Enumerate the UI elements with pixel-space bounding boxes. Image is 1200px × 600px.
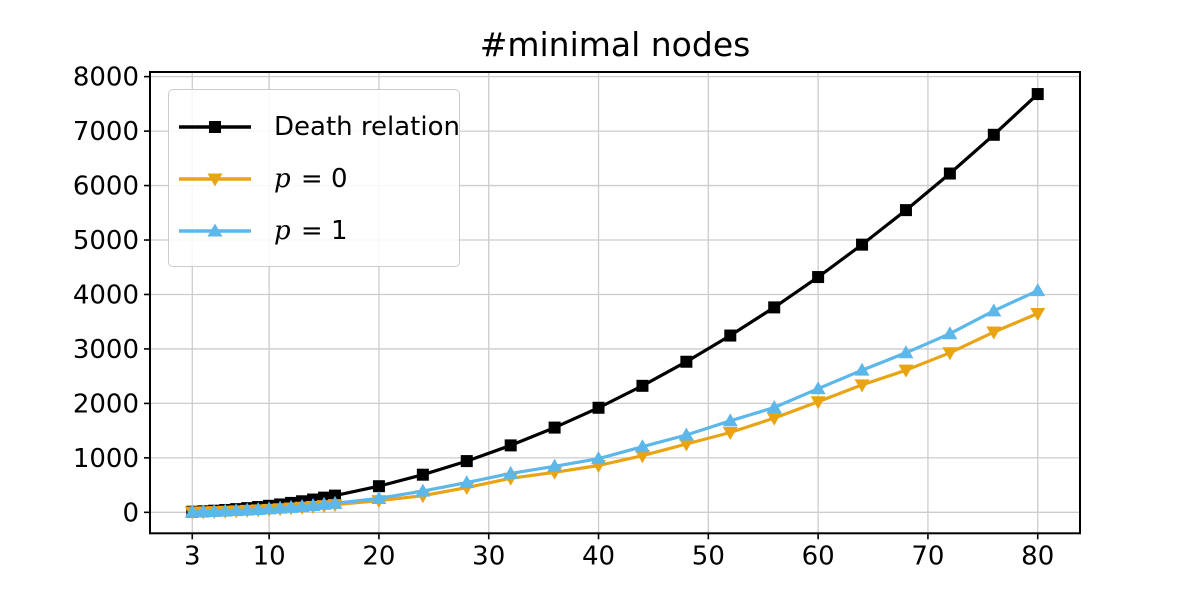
legend-label: Death relation bbox=[274, 112, 460, 142]
triangle-down-marker bbox=[986, 326, 1002, 340]
triangle-up-marker bbox=[327, 495, 343, 509]
triangle-up-marker bbox=[305, 497, 321, 511]
triangle-up-marker bbox=[217, 503, 233, 517]
square-marker bbox=[943, 167, 956, 180]
legend-sample-square bbox=[179, 121, 251, 133]
y-tick-label: 5000 bbox=[73, 226, 139, 256]
square-marker bbox=[812, 271, 825, 284]
square-marker bbox=[724, 329, 737, 342]
triangle-up-marker bbox=[272, 500, 288, 514]
triangle-down-marker bbox=[722, 427, 738, 441]
legend-item: Death relation bbox=[179, 101, 460, 153]
x-tick-label: 30 bbox=[472, 542, 505, 572]
y-tick-label: 0 bbox=[122, 498, 139, 528]
triangle-up-marker bbox=[206, 503, 222, 517]
legend-sample-triangle-down bbox=[179, 173, 251, 187]
legend-label: p = 1 bbox=[274, 216, 348, 246]
triangle-up-marker bbox=[184, 504, 200, 518]
triangle-up-marker bbox=[678, 427, 694, 441]
triangle-up-marker bbox=[261, 501, 277, 515]
triangle-up-marker bbox=[459, 475, 475, 489]
legend-item: p = 0 bbox=[179, 153, 459, 205]
triangle-up-marker bbox=[1030, 283, 1046, 297]
y-tick-label: 3000 bbox=[73, 335, 139, 365]
square-marker bbox=[680, 355, 693, 368]
triangle-down-marker bbox=[898, 364, 914, 378]
triangle-up-marker bbox=[547, 458, 563, 472]
x-tick-label: 40 bbox=[582, 542, 615, 572]
y-tick-label: 6000 bbox=[73, 172, 139, 202]
square-marker bbox=[504, 439, 517, 452]
y-tick-label: 8000 bbox=[73, 63, 139, 93]
square-marker bbox=[460, 455, 473, 468]
square-marker bbox=[768, 301, 781, 314]
square-marker bbox=[592, 401, 605, 414]
triangle-down-marker bbox=[766, 412, 782, 426]
series-line-2 bbox=[192, 289, 1039, 514]
x-tick-label: 3 bbox=[184, 542, 201, 572]
x-tick-label: 60 bbox=[802, 542, 835, 572]
legend-sample-triangle-up bbox=[179, 223, 251, 237]
square-marker bbox=[372, 480, 385, 493]
x-tick-label: 20 bbox=[362, 542, 395, 572]
square-marker bbox=[856, 238, 869, 251]
square-marker bbox=[548, 421, 561, 434]
square-marker bbox=[1031, 88, 1044, 101]
triangle-down-marker bbox=[942, 347, 958, 361]
x-tick-label: 50 bbox=[692, 542, 725, 572]
triangle-down-marker bbox=[207, 173, 223, 187]
y-tick-label: 2000 bbox=[73, 389, 139, 419]
chart-title: #minimal nodes bbox=[479, 25, 751, 64]
triangle-up-marker bbox=[239, 502, 255, 516]
square-marker bbox=[636, 379, 649, 392]
triangle-up-marker bbox=[766, 399, 782, 413]
triangle-down-marker bbox=[810, 396, 826, 410]
triangle-up-marker bbox=[250, 502, 266, 516]
triangle-up-marker bbox=[986, 303, 1002, 317]
x-tick-label: 10 bbox=[253, 542, 286, 572]
square-marker bbox=[987, 128, 1000, 141]
triangle-up-marker bbox=[371, 490, 387, 504]
triangle-up-marker bbox=[854, 362, 870, 376]
triangle-up-marker bbox=[503, 465, 519, 479]
square-marker bbox=[416, 468, 429, 481]
legend-item: p = 1 bbox=[179, 205, 459, 257]
triangle-down-marker bbox=[1030, 308, 1046, 322]
triangle-up-marker bbox=[415, 483, 431, 497]
triangle-up-marker bbox=[942, 326, 958, 340]
legend-label: p = 0 bbox=[274, 164, 348, 194]
series-line-1 bbox=[192, 312, 1039, 514]
x-tick-label: 80 bbox=[1021, 542, 1054, 572]
legend: Death relation p = 0 p = 1 bbox=[168, 89, 460, 267]
y-tick-label: 7000 bbox=[73, 117, 139, 147]
triangle-up-marker bbox=[195, 504, 211, 518]
triangle-up-marker bbox=[591, 451, 607, 465]
triangle-down-marker bbox=[678, 438, 694, 452]
triangle-up-marker bbox=[810, 381, 826, 395]
square-marker bbox=[329, 489, 342, 502]
triangle-up-marker bbox=[294, 498, 310, 512]
triangle-down-marker bbox=[634, 450, 650, 464]
square-marker bbox=[899, 204, 912, 217]
triangle-down-marker bbox=[854, 379, 870, 393]
triangle-up-marker bbox=[316, 496, 332, 510]
square-marker bbox=[209, 121, 221, 133]
triangle-up-marker bbox=[898, 345, 914, 359]
y-tick-label: 4000 bbox=[73, 280, 139, 310]
triangle-up-marker bbox=[228, 503, 244, 517]
y-tick-label: 1000 bbox=[73, 444, 139, 474]
x-tick-label: 70 bbox=[911, 542, 944, 572]
triangle-up-marker bbox=[283, 499, 299, 513]
triangle-up-marker bbox=[207, 223, 223, 237]
triangle-up-marker bbox=[634, 439, 650, 453]
axes-spines bbox=[149, 71, 1081, 535]
triangle-up-marker bbox=[722, 413, 738, 427]
